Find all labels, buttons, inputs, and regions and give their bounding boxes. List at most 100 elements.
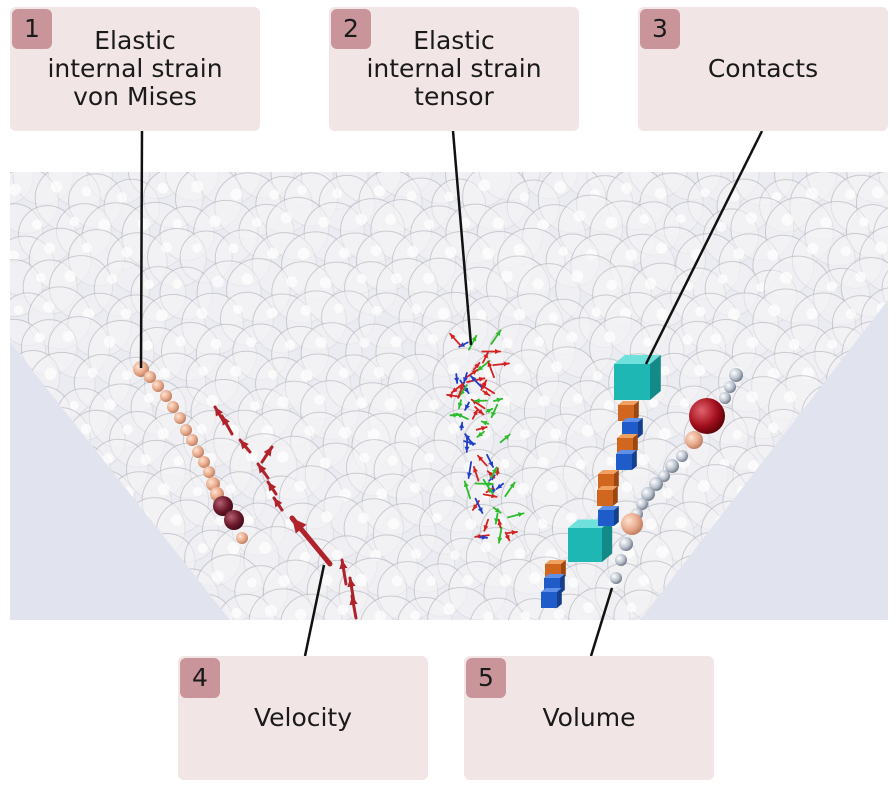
particle-highlight bbox=[62, 331, 74, 343]
tensor-glyph-head bbox=[463, 481, 469, 488]
particle-highlight bbox=[259, 541, 272, 554]
particle-highlight bbox=[700, 188, 710, 198]
particle-highlight bbox=[319, 457, 331, 469]
particle-highlight bbox=[844, 189, 856, 200]
particle-highlight bbox=[143, 393, 154, 404]
tensor-glyph-head bbox=[457, 402, 463, 409]
volume-sphere bbox=[676, 450, 688, 462]
callout-von-mises-strain: 1 Elastic internal strain von Mises bbox=[10, 7, 260, 131]
particle-highlight bbox=[284, 339, 296, 350]
tensor-glyph-head bbox=[483, 352, 488, 359]
tensor-glyph-head bbox=[475, 533, 481, 539]
particle-highlight bbox=[13, 305, 24, 315]
tensor-glyph-head bbox=[451, 387, 458, 393]
particle-highlight bbox=[827, 339, 838, 350]
particle-highlight bbox=[476, 309, 487, 320]
particle-highlight bbox=[747, 459, 760, 472]
particle-highlight bbox=[840, 246, 851, 257]
particle-highlight bbox=[492, 217, 505, 230]
particle-highlight bbox=[120, 308, 132, 320]
particle-highlight bbox=[444, 191, 455, 202]
particle-highlight bbox=[637, 453, 649, 466]
particle-highlight bbox=[334, 303, 344, 314]
particle-highlight bbox=[729, 191, 740, 202]
particle-highlight bbox=[662, 487, 673, 499]
volume-sphere bbox=[665, 459, 679, 473]
particle-highlight bbox=[478, 427, 490, 440]
contact-cube bbox=[618, 405, 634, 421]
strain-sphere bbox=[167, 401, 179, 413]
particle-highlight bbox=[98, 218, 111, 232]
particle-highlight bbox=[656, 308, 668, 321]
volume-sphere bbox=[724, 381, 736, 393]
particle-highlight bbox=[143, 279, 154, 290]
particle-highlight bbox=[746, 391, 758, 403]
tensor-glyph-head bbox=[470, 376, 477, 382]
particle-highlight bbox=[231, 608, 242, 619]
particle-highlight bbox=[319, 277, 332, 289]
particle-highlight bbox=[300, 304, 312, 316]
particle-highlight bbox=[191, 180, 204, 193]
particle-highlight bbox=[806, 308, 818, 320]
particle-highlight bbox=[683, 280, 694, 291]
volume-sphere bbox=[615, 554, 627, 566]
tensor-glyph-head bbox=[471, 335, 477, 342]
particle-highlight bbox=[695, 306, 706, 317]
particle-highlight bbox=[690, 248, 703, 261]
particle-highlight bbox=[658, 427, 671, 440]
particle-highlight bbox=[82, 308, 95, 320]
particle-highlight bbox=[295, 608, 307, 620]
particle-highlight bbox=[337, 604, 349, 616]
particle-highlight bbox=[227, 542, 240, 555]
particle-highlight bbox=[267, 247, 279, 260]
strain-sphere bbox=[160, 390, 172, 402]
particle-highlight bbox=[529, 572, 541, 584]
particle-highlight bbox=[845, 308, 856, 320]
particle-highlight bbox=[374, 610, 386, 620]
callout-number-badge: 3 bbox=[640, 9, 680, 49]
particle-highlight bbox=[246, 337, 257, 348]
particle-highlight bbox=[230, 188, 243, 201]
particle-highlight bbox=[171, 514, 183, 526]
particle-highlight bbox=[212, 275, 224, 288]
volume-sphere bbox=[658, 470, 670, 482]
particle-highlight bbox=[228, 243, 239, 254]
callout-number-badge: 5 bbox=[466, 658, 506, 698]
particle-highlight bbox=[359, 452, 370, 463]
strain-sphere bbox=[174, 412, 186, 424]
particle-highlight bbox=[682, 334, 693, 345]
strain-sphere bbox=[133, 361, 149, 377]
velocity-arrow-head bbox=[240, 440, 249, 450]
particle-highlight bbox=[104, 399, 116, 411]
particle-highlight bbox=[858, 217, 869, 227]
velocity-arrow-head bbox=[274, 498, 283, 508]
particle-highlight bbox=[10, 183, 21, 196]
particle-highlight bbox=[161, 242, 172, 253]
particle-highlight bbox=[43, 242, 55, 254]
particle-highlight bbox=[660, 365, 670, 376]
particle-highlight bbox=[359, 337, 370, 348]
particle-highlight bbox=[157, 427, 169, 440]
callout-number-badge: 4 bbox=[180, 658, 220, 698]
contact-cube-top bbox=[541, 588, 562, 592]
particle-highlight bbox=[384, 398, 397, 411]
contact-cube-side bbox=[633, 434, 638, 454]
tensor-glyph-head bbox=[465, 404, 470, 410]
contact-cube bbox=[616, 454, 632, 470]
callout-contacts: 3 Contacts bbox=[638, 7, 888, 131]
particle-highlight bbox=[277, 396, 289, 408]
particle-highlight bbox=[698, 480, 710, 492]
particle-highlight bbox=[64, 270, 76, 282]
particle-highlight bbox=[501, 270, 513, 283]
particle-highlight bbox=[407, 245, 419, 258]
contact-cube-large bbox=[568, 528, 602, 562]
velocity-arrow-head bbox=[263, 447, 272, 457]
granular-simulation-view bbox=[10, 172, 888, 620]
particle-highlight bbox=[605, 216, 618, 229]
strain-sphere bbox=[198, 456, 210, 468]
contact-cube-large-side bbox=[650, 355, 661, 400]
tensor-glyph-head bbox=[486, 408, 493, 414]
contact-cube-side bbox=[614, 506, 619, 526]
particle-highlight bbox=[464, 280, 475, 291]
particle-highlight bbox=[300, 551, 311, 563]
